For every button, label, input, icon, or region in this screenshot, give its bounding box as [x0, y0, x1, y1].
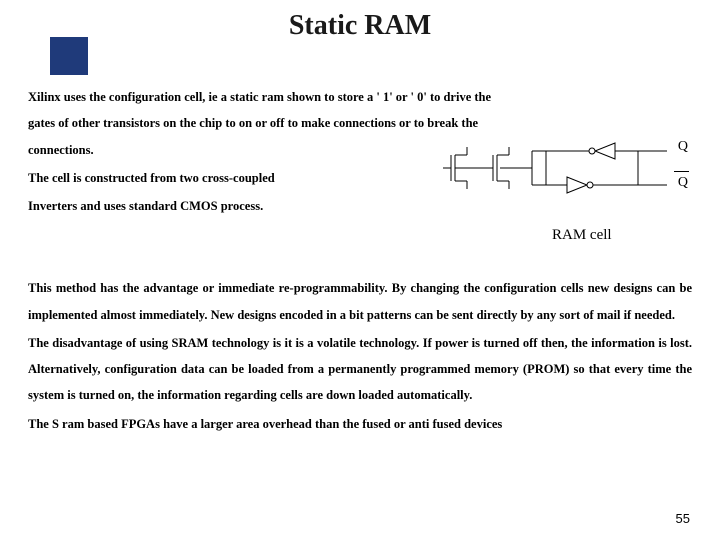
q-bar-overline: [674, 171, 689, 172]
q-output-label: Q: [678, 139, 688, 155]
circuit-svg: [437, 141, 682, 221]
page-number: 55: [676, 511, 690, 526]
title-area: Static RAM: [0, 0, 720, 42]
paragraph-text: The disadvantage of using SRAM technolog…: [28, 330, 692, 409]
ram-cell-diagram: Q Q RAM cell: [437, 141, 682, 241]
slide-title: Static RAM: [0, 10, 720, 42]
slide-content: Xilinx uses the configuration cell, ie a…: [0, 42, 720, 437]
lower-paragraphs: This method has the advantage or immedia…: [28, 275, 692, 437]
paragraph-line: Xilinx uses the configuration cell, ie a…: [28, 84, 692, 110]
qbar-output-label: Q: [678, 175, 688, 191]
paragraph-line: gates of other transistors on the chip t…: [28, 110, 692, 136]
paragraph-text: The S ram based FPGAs have a larger area…: [28, 411, 692, 437]
diagram-caption: RAM cell: [552, 227, 612, 244]
paragraph-text: This method has the advantage or immedia…: [28, 275, 692, 328]
